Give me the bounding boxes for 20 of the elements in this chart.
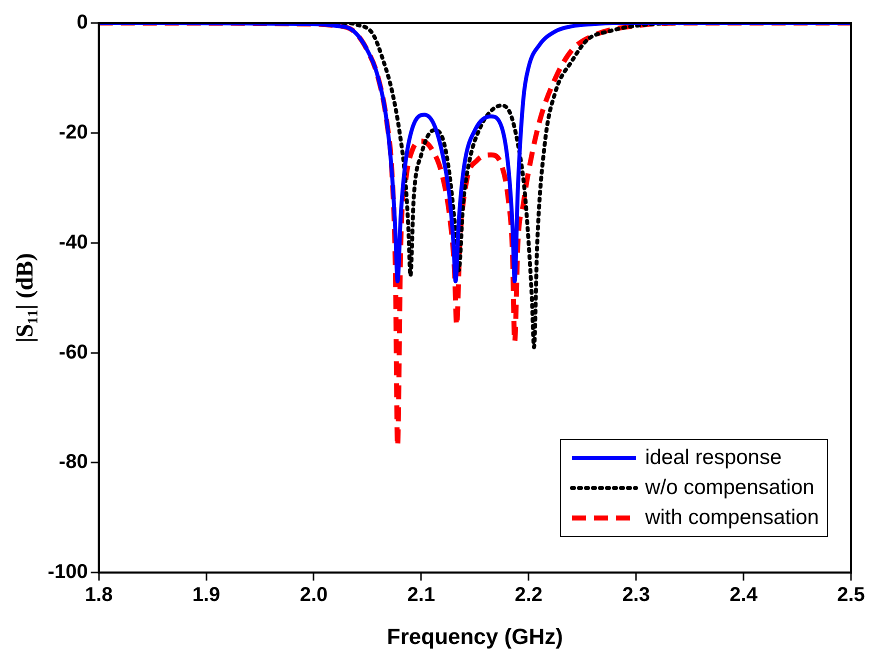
x-tick-label: 2.0 bbox=[300, 584, 328, 606]
line-series bbox=[98, 23, 851, 284]
y-tick-label: -60 bbox=[58, 341, 88, 364]
y-tick-label: -40 bbox=[58, 231, 88, 254]
legend-label: with compensation bbox=[645, 506, 819, 530]
y-tick-label: -20 bbox=[58, 121, 88, 144]
y-tick-label: -80 bbox=[58, 451, 88, 474]
x-tick-label: 1.8 bbox=[84, 584, 113, 606]
y-axis-title: |S₁₁| (dB) bbox=[12, 252, 39, 343]
x-tick-label: 1.9 bbox=[192, 584, 220, 606]
x-tick-label: 2.4 bbox=[730, 584, 758, 606]
x-tick-label: 2.3 bbox=[622, 584, 650, 606]
x-tick-label: 2.5 bbox=[837, 584, 865, 606]
legend-label: ideal response bbox=[645, 446, 782, 470]
x-axis-title: Frequency (GHz) bbox=[386, 624, 563, 649]
x-tick-label: 2.1 bbox=[407, 584, 436, 606]
y-tick-label: -100 bbox=[48, 561, 88, 584]
x-tick-label: 2.2 bbox=[514, 584, 543, 606]
legend-label: w/o compensation bbox=[645, 476, 814, 500]
y-tick-label: 0 bbox=[76, 12, 88, 34]
